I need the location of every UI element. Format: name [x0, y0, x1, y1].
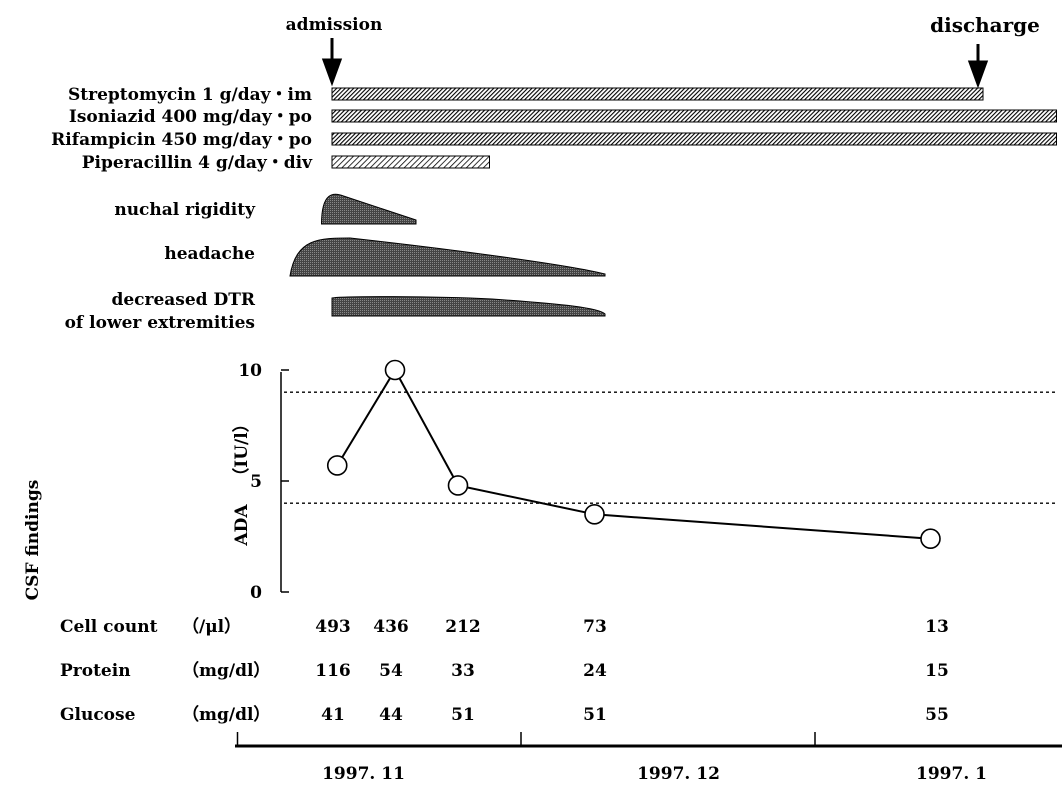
csf-row-label: Glucose	[60, 705, 136, 725]
ada-point	[447, 475, 469, 496]
symptom-label: decreased DTR	[111, 290, 255, 310]
drug-label: Streptomycin 1 g/day・im	[68, 85, 312, 105]
csf-row-label: Cell count	[60, 617, 158, 637]
csf-cell: 44	[379, 705, 403, 725]
csf-cell: 15	[925, 661, 949, 681]
drug-bar	[331, 155, 490, 169]
csf-row-unit: （/μl）	[182, 616, 241, 637]
time-axis-ticks: 1997. 11 1997. 12 1997. 1	[236, 732, 987, 784]
csf-cell: 436	[373, 617, 409, 637]
csf-cell: 55	[925, 705, 949, 725]
ada-reference-lines	[284, 391, 1055, 504]
ada-y-unit: （IU/l）	[231, 415, 252, 484]
admission-arrow-icon	[321, 38, 343, 87]
ada-point	[326, 455, 348, 476]
drug-bar	[331, 109, 1057, 123]
ada-y-tick-label: 10	[238, 361, 262, 381]
discharge-label: discharge	[930, 13, 1040, 37]
month-label: 1997. 11	[322, 764, 405, 784]
drug-label: Piperacillin 4 g/day・div	[82, 153, 313, 173]
symptom-area	[289, 237, 606, 277]
symptom-area	[320, 193, 417, 225]
symptom-label: nuchal rigidity	[114, 200, 256, 220]
csf-cell: 116	[315, 661, 351, 681]
drug-bar	[331, 87, 984, 101]
csf-table: Cell count （/μl） 493 436 212 73 13 Protein （mg/d…	[60, 616, 949, 725]
ada-point	[384, 359, 406, 381]
csf-cell: 24	[583, 661, 607, 681]
discharge-arrow-icon	[967, 44, 989, 89]
csf-cell: 212	[445, 617, 481, 637]
time-axis: 1997. 11 1997. 12 1997. 1	[235, 732, 1062, 784]
ada-point	[920, 528, 941, 550]
symptom-curves: nuchal rigidity headache decreased DTR of l…	[65, 193, 606, 333]
ada-y-label: ADA	[232, 504, 252, 547]
symptom-label: headache	[164, 244, 255, 264]
csf-cell: 73	[583, 617, 607, 637]
csf-cell: 33	[451, 661, 475, 681]
csf-cell: 54	[379, 661, 403, 681]
month-label: 1997. 1	[916, 764, 987, 784]
csf-row-unit: （mg/dl）	[182, 660, 270, 681]
symptom-area	[331, 296, 606, 317]
ada-series	[326, 359, 941, 550]
csf-row-unit: （mg/dl）	[182, 704, 270, 725]
csf-cell: 13	[925, 617, 949, 637]
ada-line	[336, 367, 931, 540]
csf-cell: 51	[583, 705, 607, 725]
drug-bar	[331, 132, 1057, 146]
symptom-label-line2: of lower extremities	[65, 313, 255, 333]
csf-cell: 41	[321, 705, 345, 725]
csf-row-label: Protein	[60, 661, 131, 681]
ada-point	[584, 503, 605, 525]
ada-plot: 0 5 10 ADA （IU/l） CSF findings	[23, 359, 1055, 603]
month-label: 1997. 12	[637, 764, 720, 784]
admission-label: admission	[286, 15, 383, 35]
csf-cell: 493	[315, 617, 351, 637]
drug-label: Rifampicin 450 mg/day・po	[51, 130, 312, 150]
drug-label: Isoniazid 400 mg/day・po	[69, 107, 312, 127]
csf-cell: 51	[451, 705, 475, 725]
csf-findings-label: CSF findings	[23, 480, 43, 601]
ada-y-tick-label: 0	[250, 583, 262, 603]
ada-y-ticks: 0 5 10	[238, 361, 289, 603]
ada-y-tick-label: 5	[250, 472, 262, 492]
